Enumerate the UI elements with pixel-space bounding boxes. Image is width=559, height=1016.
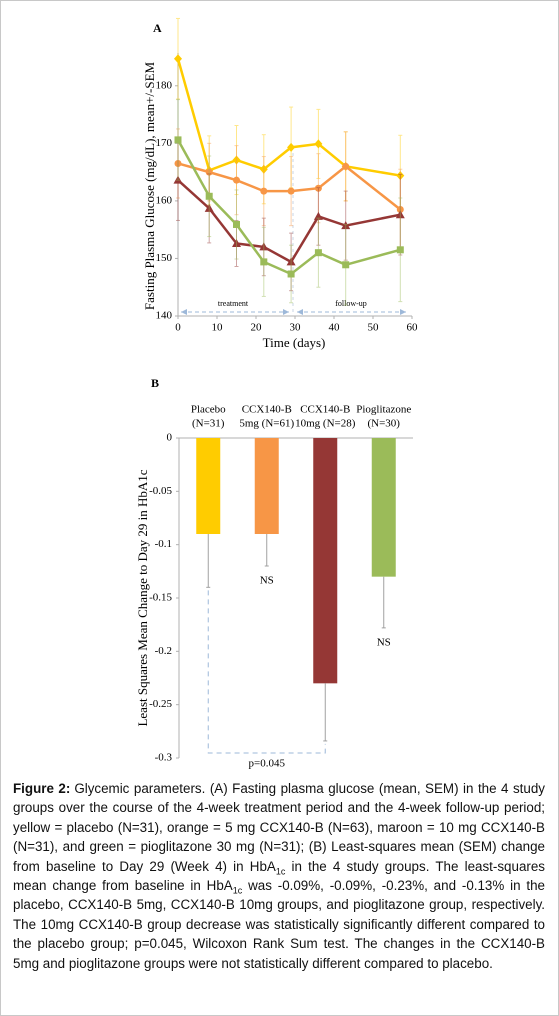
bar xyxy=(371,438,396,577)
marker xyxy=(341,221,351,230)
series-line xyxy=(176,58,401,177)
x-tick-label: 30 xyxy=(290,322,302,334)
significance-label: NS xyxy=(377,636,391,648)
caption-text: in the 4 study groups. The least-squares… xyxy=(13,858,545,894)
x-tick-label: CCX140-B xyxy=(242,404,292,416)
y-tick-label: -0.05 xyxy=(149,485,172,497)
y-axis-label: Fasting Plasma Glucose (mg/dL), mean+/-S… xyxy=(142,61,157,310)
annotation: follow-up xyxy=(335,299,367,308)
x-tick-label: Pioglitazone xyxy=(356,404,411,416)
marker xyxy=(174,54,182,64)
marker xyxy=(260,258,268,266)
x-tick-label: Placebo xyxy=(191,404,226,416)
bar xyxy=(196,438,221,534)
marker xyxy=(233,220,240,228)
x-tick-label: 10 xyxy=(212,322,224,334)
marker xyxy=(396,171,405,181)
y-tick-label: -0.3 xyxy=(155,752,173,764)
y-tick-label: 140 xyxy=(156,310,173,322)
error-bar xyxy=(206,534,211,588)
x-tick-label: 40 xyxy=(329,322,341,334)
y-tick-label: -0.15 xyxy=(149,592,172,604)
x-tick-label: 50 xyxy=(368,322,380,334)
x-tick-label: 0 xyxy=(175,322,181,334)
x-tick-label: 5mg (N=61) xyxy=(239,418,294,430)
marker xyxy=(313,211,323,220)
marker xyxy=(314,139,323,149)
comparison-label: p=0.045 xyxy=(249,758,286,770)
caption-text: was -0.09%, -0.09%, -0.23%, and -0.13% i… xyxy=(13,878,545,971)
marker xyxy=(314,249,322,257)
marker xyxy=(260,187,268,195)
marker xyxy=(174,136,182,144)
marker xyxy=(286,257,296,266)
y-tick-label: -0.1 xyxy=(155,538,172,550)
marker xyxy=(287,187,295,195)
marker xyxy=(342,162,350,170)
bar xyxy=(254,438,279,534)
marker xyxy=(174,159,182,167)
error-bar xyxy=(381,576,386,629)
marker xyxy=(205,168,213,176)
chart-title: A xyxy=(153,21,162,35)
marker xyxy=(396,206,404,214)
marker xyxy=(287,142,296,152)
series-line xyxy=(177,162,402,211)
marker xyxy=(173,175,183,184)
marker xyxy=(314,184,322,192)
marker xyxy=(232,155,241,165)
x-tick-label: CCX140-B xyxy=(300,404,350,416)
x-tick-label: 10mg (N=28) xyxy=(295,418,356,430)
caption-subscript: 1c xyxy=(275,866,286,877)
x-tick-label: 20 xyxy=(251,322,263,334)
y-tick-label: -0.2 xyxy=(155,645,172,657)
y-tick-label: 160 xyxy=(156,194,173,206)
x-tick-label: (N=31) xyxy=(192,418,225,430)
bar xyxy=(313,438,338,684)
annotation: treatment xyxy=(218,299,249,308)
error-bar xyxy=(323,683,328,742)
caption-text: Glycemic parameters. (A) Fasting plasma … xyxy=(13,781,545,874)
charts: A 140 150 160 170 180 0 10 20 30 40 50 60 Time (days)… xyxy=(135,17,419,770)
arrow-head xyxy=(283,309,289,315)
series-line xyxy=(177,179,401,264)
caption-subscript: 1c xyxy=(232,885,243,896)
y-tick-label: 180 xyxy=(156,79,173,91)
y-tick-label: 150 xyxy=(156,252,173,264)
caption-label: Figure 2: xyxy=(13,781,71,796)
y-tick-label: 0 xyxy=(167,432,173,444)
arrow-head xyxy=(181,309,187,315)
marker xyxy=(396,246,404,254)
marker xyxy=(232,238,241,247)
y-tick-label: -0.25 xyxy=(149,698,172,710)
significance-label: NS xyxy=(260,575,274,587)
error-bar xyxy=(264,534,269,567)
x-tick-label: (N=30) xyxy=(368,418,401,430)
marker xyxy=(342,261,350,269)
marker xyxy=(395,210,405,219)
caption: Figure 2: Glycemic parameters. (A) Fastin… xyxy=(13,779,545,973)
arrow-head xyxy=(400,309,406,315)
marker xyxy=(259,164,268,174)
y-tick-label: 170 xyxy=(156,137,173,149)
marker xyxy=(287,270,295,278)
x-axis-label: Time (days) xyxy=(263,335,326,350)
chart-title: B xyxy=(151,376,159,390)
marker xyxy=(259,242,269,251)
marker xyxy=(204,203,214,212)
x-tick-label: 60 xyxy=(407,322,419,334)
marker xyxy=(205,192,213,200)
marker xyxy=(233,176,240,184)
arrow-head xyxy=(297,309,303,315)
series-line xyxy=(176,139,401,276)
y-axis-label: Least Squares Mean Change to Day 29 in H… xyxy=(135,469,150,726)
comparison-bracket xyxy=(207,590,326,754)
